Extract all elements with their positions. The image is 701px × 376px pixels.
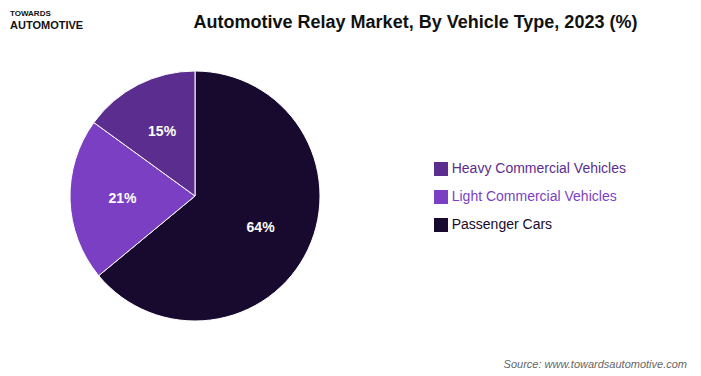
html-text:Passenger Cars: Passenger Cars — [451, 216, 553, 232]
svg-text:21%: 21% — [109, 190, 138, 206]
html-text:AUTOMOTIVE: AUTOMOTIVE — [10, 18, 84, 31]
html-text:Automotive Relay Market, By Ve: Automotive Relay Market, By Vehicle Type… — [193, 12, 638, 32]
svg-text:15%: 15% — [148, 123, 177, 139]
html-text:Light Commercial Vehicles: Light Commercial Vehicles — [451, 188, 617, 204]
html-text:Source: www.towardsautomotive.: Source: www.towardsautomotive.com — [503, 358, 687, 370]
html-text:Heavy Commercial Vehicles: Heavy Commercial Vehicles — [451, 160, 626, 176]
html-text:TOWARDS: TOWARDS — [10, 9, 51, 18]
svg-text:64%: 64% — [247, 219, 276, 235]
